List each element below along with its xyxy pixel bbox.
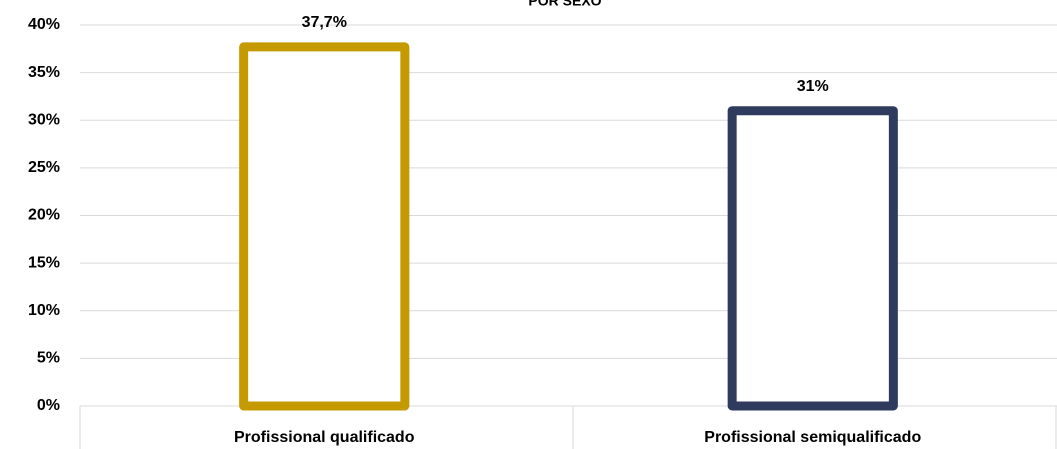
y-tick-label: 20% bbox=[28, 207, 60, 224]
y-tick-label: 25% bbox=[28, 159, 60, 176]
bar bbox=[239, 42, 410, 411]
y-tick-label: 40% bbox=[28, 16, 60, 33]
y-tick-label: 0% bbox=[37, 397, 60, 414]
x-tick-label: Profissional qualificado bbox=[234, 429, 415, 446]
y-tick-label: 5% bbox=[37, 350, 60, 367]
chart-title: POR SEXO bbox=[528, 0, 601, 9]
y-tick-label: 35% bbox=[28, 64, 60, 81]
data-label: 31% bbox=[797, 78, 829, 95]
bar bbox=[727, 106, 898, 411]
y-tick-label: 10% bbox=[28, 302, 60, 319]
y-tick-label: 15% bbox=[28, 254, 60, 271]
data-label: 37,7% bbox=[302, 14, 347, 31]
y-tick-label: 30% bbox=[28, 111, 60, 128]
x-tick-label: Profissional semiqualificado bbox=[704, 429, 921, 446]
